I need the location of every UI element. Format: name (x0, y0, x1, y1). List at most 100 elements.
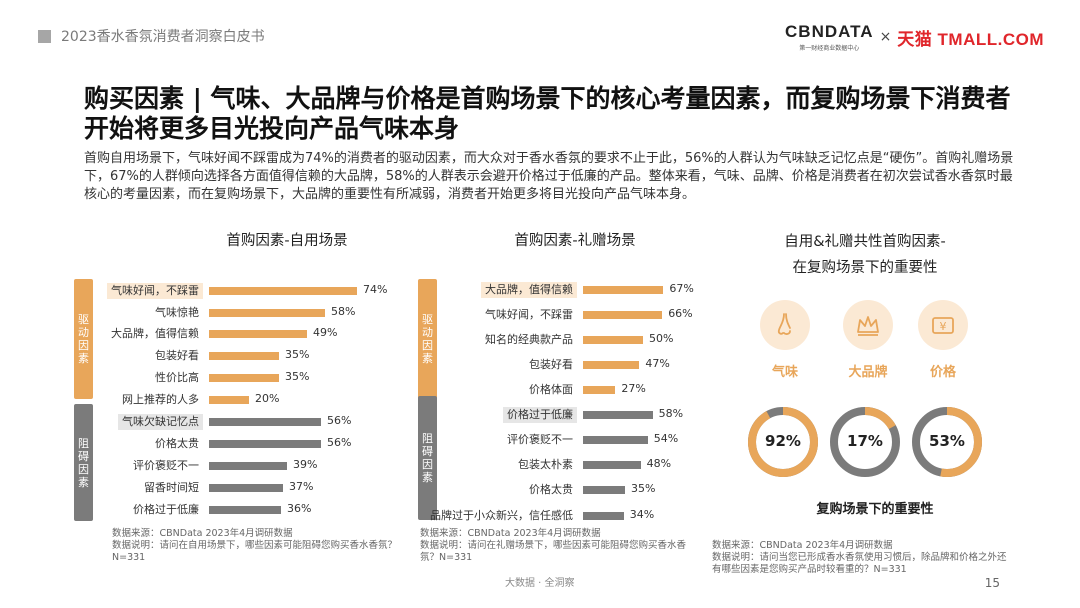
chart1-label: 性价比高 (155, 371, 199, 384)
chart2-label: 价格体面 (529, 383, 573, 396)
chart1-label: 气味欠缺记忆点 (118, 414, 203, 430)
chart1-note: 数据说明：请问在自用场景下，哪些因素可能阻碍您购买香水香氛？N=331 (112, 540, 398, 563)
scent-icon (760, 300, 810, 350)
chart1-row: 大品牌，值得信赖 49% (111, 323, 409, 345)
chart1-row: 气味欠缺记忆点 56% (118, 411, 409, 433)
chart1-row: 留香时间短 37% (144, 477, 409, 499)
header-square-icon (38, 29, 51, 43)
crown-icon (843, 300, 893, 350)
chart1-bar (209, 309, 325, 317)
partner-logos: CBNDATA 第一财经商业数据中心 × 天猫 TMALL.COM (785, 22, 1044, 52)
chart3-title-line1: 自用&礼赠共性首购因素- (784, 234, 946, 250)
donut-value: 17% (847, 432, 883, 450)
chart1-title: 首购因素-自用场景 (226, 233, 348, 249)
report-header: 2023香水香氛消费者洞察白皮书 (38, 26, 265, 46)
footer-tagline: 大数据 · 全洞察 (505, 578, 575, 589)
chart2-bar (583, 461, 641, 469)
chart1-footnote: 数据来源：CBNData 2023年4月调研数据 数据说明：请问在自用场景下，哪… (112, 528, 402, 564)
chart2-bar (583, 336, 643, 344)
chart1-value: 58% (331, 305, 356, 318)
donut-3 (912, 407, 982, 477)
chart1-label: 价格过于低廉 (133, 503, 199, 516)
chart2-row: 价格体面 27% (529, 379, 703, 401)
cbndata-name: CBNDATA (785, 22, 874, 41)
chart2-value: 67% (669, 282, 694, 295)
chart2-title: 首购因素-礼赠场景 (514, 233, 636, 249)
chart1-value: 56% (327, 414, 352, 427)
chart2-value: 58% (658, 407, 684, 420)
chart2-block-category: 阻碍因素 (418, 396, 437, 520)
logo-times: × (879, 29, 892, 45)
page-number: 15 (984, 576, 1000, 590)
chart1-row: 气味惊艳 58% (155, 302, 409, 324)
chart2-footnote: 数据来源：CBNData 2023年4月调研数据 数据说明：请问在礼赠场景下，哪… (420, 528, 700, 564)
brand-label: 大品牌 (848, 365, 888, 380)
chart1-bar (209, 287, 357, 295)
chart2-label: 价格过于低廉 (503, 407, 577, 423)
chart1-bar (209, 330, 307, 338)
donut-2 (830, 407, 900, 477)
chart2-bar (583, 286, 664, 294)
report-title: 2023香水香氛消费者洞察白皮书 (61, 29, 265, 45)
cbndata-sub: 第一财经商业数据中心 (799, 45, 860, 52)
chart2-label: 大品牌，值得信赖 (481, 282, 577, 298)
cbndata-logo: CBNDATA 第一财经商业数据中心 (785, 22, 874, 52)
chart2-bar (583, 486, 625, 494)
chart1-value: 20% (255, 392, 280, 405)
chart1-block-category: 阻碍因素 (74, 404, 93, 521)
chart1-value: 36% (287, 502, 312, 515)
chart1-bar (209, 418, 321, 426)
chart2-value: 54% (653, 432, 679, 445)
chart1-row: 评价褒贬不一 39% (133, 455, 409, 477)
chart2-row: 大品牌，值得信赖 67% (481, 279, 703, 301)
chart1-label: 气味好闻，不踩雷 (107, 283, 203, 299)
chart2-value: 34% (629, 508, 655, 521)
slide-headline: 购买因素 | 气味、大品牌与价格是首购场景下的核心考量因素，而复购场景下消费者开… (84, 84, 1011, 143)
chart2-bar (583, 436, 648, 444)
chart1-bar (209, 462, 287, 470)
chart1-bar (209, 352, 279, 360)
chart2-source: 数据来源：CBNData 2023年4月调研数据 (420, 528, 601, 539)
chart1-value: 49% (313, 326, 338, 339)
svg-text:¥: ¥ (940, 320, 947, 333)
chart1-value: 35% (285, 348, 310, 361)
chart1-row: 包装好看 35% (155, 345, 409, 367)
chart1-label: 网上推荐的人多 (122, 393, 199, 406)
chart1-row: 价格太贵 56% (155, 433, 409, 455)
chart2-value: 35% (631, 482, 656, 495)
chart1-label: 价格太贵 (155, 437, 199, 450)
chart1-bar (209, 484, 283, 492)
chart2-bar (583, 386, 616, 394)
chart1-value: 56% (327, 436, 352, 449)
chart2-label: 品牌过于小众新兴，信任感低 (430, 509, 573, 522)
donut-arc (912, 407, 982, 477)
tmall-logo: 天猫 TMALL.COM (897, 29, 1044, 49)
chart2-label: 包装好看 (529, 358, 573, 371)
chart1-row: 气味好闻，不踩雷 74% (107, 280, 409, 302)
chart3-title: 自用&礼赠共性首购因素- 在复购场景下的重要性 (740, 229, 990, 281)
donut-caption: 复购场景下的重要性 (816, 502, 934, 517)
chart1-value: 74% (363, 283, 388, 296)
chart3-title-line2: 在复购场景下的重要性 (792, 260, 938, 276)
price-label: 价格 (929, 365, 956, 380)
chart2-bar (583, 311, 663, 319)
chart2-drive-category: 驱动因素 (418, 279, 437, 399)
chart2-row: 品牌过于小众新兴，信任感低 34% (430, 505, 703, 527)
chart1-bar (209, 506, 281, 514)
chart2-row: 包装太朴素 48% (518, 454, 703, 476)
chart2-value: 66% (668, 307, 693, 320)
chart2-row: 包装好看 47% (529, 354, 703, 376)
chart1-value: 37% (289, 480, 314, 493)
chart1-bar (209, 440, 321, 448)
chart2-row: 知名的经典款产品 50% (485, 329, 703, 351)
chart2-row: 气味好闻，不踩雷 66% (485, 304, 703, 326)
chart3-footnote: 数据来源：CBNData 2023年4月调研数据 数据说明：请问当您已形成香水香… (712, 540, 1012, 576)
chart2-row: 价格太贵 35% (529, 479, 703, 501)
chart1-source: 数据来源：CBNData 2023年4月调研数据 (112, 528, 293, 539)
chart2-label: 包装太朴素 (518, 458, 573, 471)
donut-1 (748, 407, 818, 477)
chart2-bar (583, 361, 640, 369)
chart1-label: 大品牌，值得信赖 (111, 327, 199, 340)
chart2-bar (583, 512, 624, 520)
chart1-row: 价格过于低廉 36% (133, 499, 409, 521)
